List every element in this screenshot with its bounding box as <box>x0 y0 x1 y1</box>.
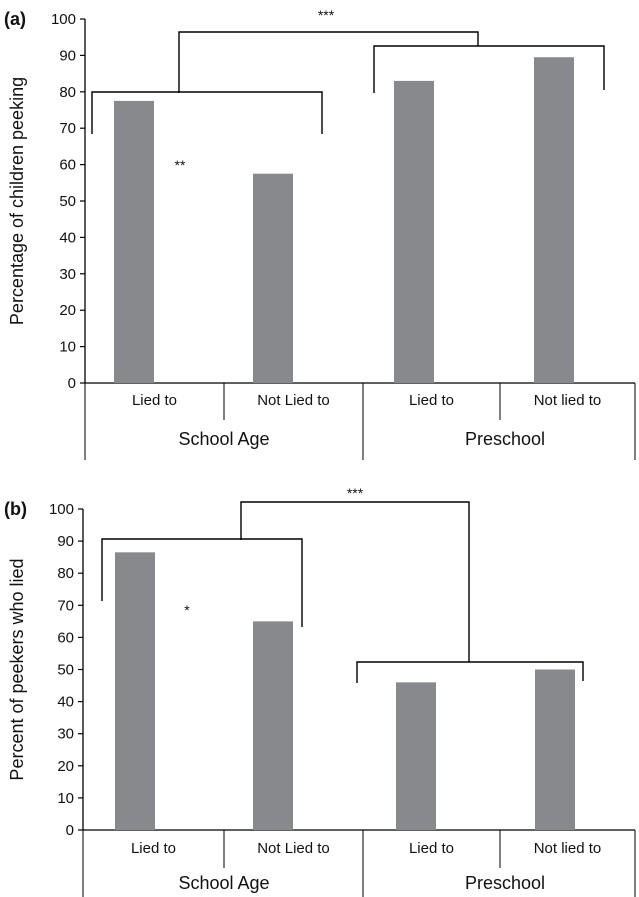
significance-label: *** <box>347 485 364 501</box>
significance-bracket <box>240 501 470 662</box>
significance-bracket <box>356 661 584 683</box>
x-category-label: Lied to <box>409 840 454 857</box>
x-category-label: Lied to <box>132 392 177 409</box>
y-tick-label: 90 <box>57 533 74 550</box>
panel-a: (a) Percentage of children peeking 0 10 20 30… <box>4 7 636 460</box>
bar <box>114 100 154 384</box>
bar <box>394 80 434 383</box>
panel-label: (b) <box>4 499 27 519</box>
y-tick-label: 100 <box>49 501 74 518</box>
x-group-label: School Age <box>178 873 269 893</box>
y-tick-label: 20 <box>59 302 76 319</box>
y-tick-label: 10 <box>59 339 76 356</box>
panel-label: (a) <box>4 9 26 29</box>
y-tick-label: 80 <box>59 84 76 101</box>
y-tick-label: 0 <box>68 375 76 392</box>
x-category-label: Not Lied to <box>257 392 330 409</box>
panel-b: (b) Percent of peekers who lied 0 10 20 30 40 5… <box>4 485 636 897</box>
bar <box>115 552 155 830</box>
bar <box>253 621 293 830</box>
y-tick-label: 30 <box>57 726 74 743</box>
significance-label: *** <box>318 7 335 23</box>
y-tick-label: 70 <box>57 597 74 614</box>
y-tick-label: 60 <box>59 157 76 174</box>
bar <box>535 669 575 830</box>
significance-label: ** <box>175 157 186 173</box>
x-category-label: Not lied to <box>534 392 602 409</box>
y-axis-label: Percent of peekers who lied <box>7 558 27 780</box>
y-tick-label: 100 <box>51 11 76 28</box>
x-group-label: Preschool <box>465 429 545 449</box>
y-tick-label: 50 <box>59 193 76 210</box>
bar <box>534 57 574 383</box>
y-tick-label: 90 <box>59 47 76 64</box>
significance-bracket <box>91 91 323 134</box>
y-tick-label: 30 <box>59 266 76 283</box>
y-tick-label: 80 <box>57 565 74 582</box>
y-tick-label: 0 <box>66 822 74 839</box>
x-category-label: Not lied to <box>534 840 602 857</box>
y-tick-label: 10 <box>57 790 74 807</box>
y-tick-label: 20 <box>57 758 74 775</box>
x-group-label: School Age <box>178 429 269 449</box>
x-category-label: Lied to <box>131 840 176 857</box>
bar <box>396 682 436 830</box>
significance-bracket <box>373 45 605 93</box>
y-tick-label: 50 <box>57 662 74 679</box>
significance-label: * <box>184 602 190 618</box>
significance-bracket <box>178 31 479 93</box>
x-category-label: Lied to <box>409 392 454 409</box>
bar <box>253 173 293 383</box>
y-tick-label: 40 <box>59 229 76 246</box>
y-tick-label: 60 <box>57 629 74 646</box>
x-category-label: Not Lied to <box>257 840 330 857</box>
x-group-label: Preschool <box>465 873 545 893</box>
y-tick-label: 40 <box>57 694 74 711</box>
y-tick-label: 70 <box>59 120 76 137</box>
significance-bracket <box>101 538 303 627</box>
y-axis-label: Percentage of children peeking <box>7 77 27 325</box>
